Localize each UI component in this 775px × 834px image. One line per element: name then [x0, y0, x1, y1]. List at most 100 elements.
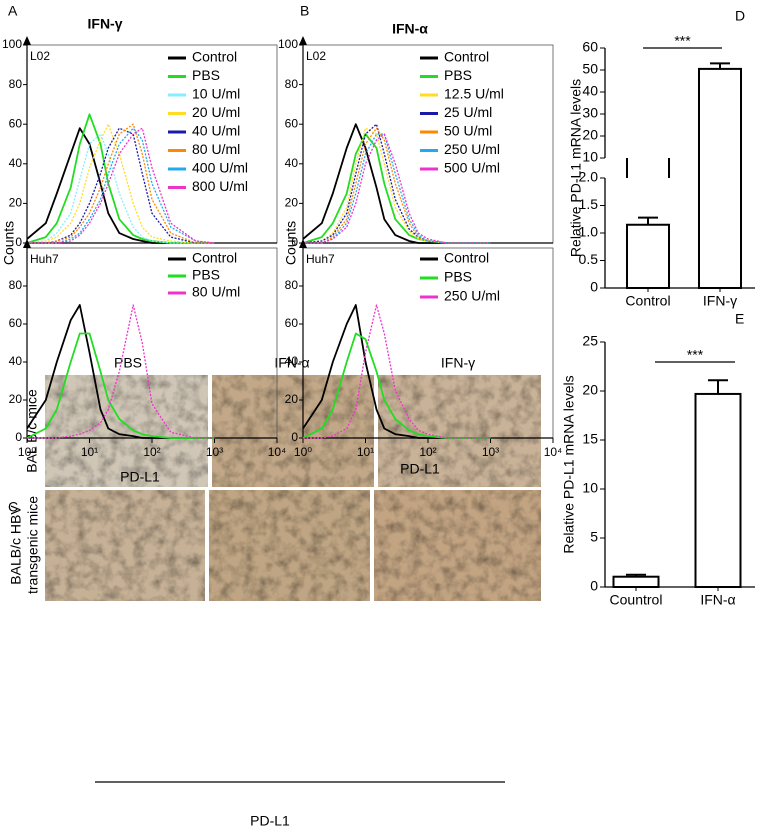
y-tick-label: 60: [9, 316, 23, 330]
column-title: PBS: [114, 355, 142, 371]
chart-title: IFN-γ: [88, 16, 123, 32]
micrograph: [378, 375, 541, 487]
legend-label: 250 U/ml: [444, 288, 500, 304]
legend-label: PBS: [192, 67, 220, 83]
x-tick-label: 10³: [482, 445, 499, 459]
y-tick-label: 0: [590, 578, 598, 594]
histogram-curve: [302, 127, 491, 244]
y-tick-label: 20: [582, 382, 598, 398]
histogram-curve: [26, 332, 215, 439]
y-axis-label: Counts: [1, 221, 17, 265]
legend-label: 50 U/ml: [444, 123, 492, 139]
x-tick-label: IFN-γ: [703, 293, 737, 309]
panel-label: C: [8, 499, 18, 515]
significance-label: ***: [674, 33, 691, 49]
histology-panel: PBS IFN-α IFN-γ BAL B/c mice BALB/c HBV …: [8, 355, 541, 829]
legend-label: PBS: [444, 67, 472, 83]
x-axis-label: PD-L1: [120, 469, 160, 485]
legend-label: 800 U/ml: [192, 178, 248, 194]
histogram-curve: [27, 127, 215, 244]
legend-label: 80 U/ml: [192, 141, 240, 157]
histogram-curve: [27, 304, 215, 439]
x-tick-label: Countrol: [610, 592, 663, 608]
histogram-curve: [27, 123, 215, 244]
histogram-curve: [26, 113, 215, 244]
bar: [612, 575, 660, 589]
x-tick-label: 10⁰: [18, 445, 36, 459]
legend-label: PBS: [192, 267, 220, 283]
axis-arrow: [23, 239, 31, 248]
y-tick-label: 2.0: [579, 169, 599, 185]
y-tick-label: 40: [9, 354, 23, 368]
sample-label: L02: [306, 49, 326, 63]
y-tick-label: 80: [285, 77, 299, 91]
legend-label: 500 U/ml: [444, 160, 500, 176]
column-title: IFN-α: [274, 355, 309, 371]
y-tick-label: 100: [278, 37, 298, 51]
axis-break: [599, 159, 775, 177]
y-tick-label: 0: [590, 279, 598, 295]
x-tick-label: 10³: [206, 445, 223, 459]
y-tick-label: 25: [582, 333, 598, 349]
x-axis-label: PD-L1: [250, 813, 290, 829]
y-tick-label: 0: [291, 430, 298, 444]
y-tick-label: 10: [582, 149, 598, 165]
legend-label: 10 U/ml: [192, 86, 240, 102]
histogram-curve: [26, 133, 215, 244]
y-tick-label: 0: [15, 430, 22, 444]
y-tick-label: 5: [590, 529, 598, 545]
column-title: IFN-γ: [441, 355, 475, 371]
legend-label: 400 U/ml: [192, 160, 248, 176]
y-tick-label: 40: [9, 156, 23, 170]
x-tick-label: 10¹: [357, 445, 374, 459]
chart-title: IFN-α: [392, 21, 428, 37]
y-tick-label: 60: [582, 39, 598, 55]
y-axis-label: Counts: [283, 221, 299, 265]
error-bar: [638, 216, 658, 225]
y-tick-label: 10: [582, 480, 598, 496]
row-label: BAL B/c mice: [24, 389, 40, 473]
error-bar: [708, 379, 728, 394]
sample-label: Huh7: [306, 252, 335, 266]
y-tick-label: 0.5: [579, 251, 599, 267]
histogram-curve: [303, 133, 491, 244]
micrograph: [45, 490, 205, 601]
micrograph: [209, 490, 370, 601]
x-tick-label: 10⁴: [268, 445, 287, 459]
legend-label: 25 U/ml: [444, 104, 492, 120]
x-tick-label: 10⁴: [544, 445, 563, 459]
error-bar: [626, 573, 646, 577]
y-tick-label: 100: [2, 37, 22, 51]
y-tick-label: 60: [9, 116, 23, 130]
axis-arrow: [23, 36, 31, 45]
y-tick-label: 60: [285, 316, 299, 330]
legend-label: PBS: [444, 269, 472, 285]
legend-label: Control: [192, 49, 237, 65]
plot-frame: [302, 44, 554, 244]
y-tick-label: 20: [285, 196, 299, 210]
x-tick-label: 10²: [143, 445, 160, 459]
histogram-curve: [303, 304, 491, 439]
y-tick-label: 0: [291, 235, 298, 249]
micrograph: [212, 375, 374, 487]
row-label: transgenic mice: [25, 496, 41, 594]
x-tick-label: 10²: [419, 445, 436, 459]
legend-label: 12.5 U/ml: [444, 86, 504, 102]
histogram-curve: [27, 127, 215, 244]
bar: [698, 67, 742, 290]
bar: [694, 392, 742, 588]
micrograph: [45, 375, 208, 487]
panel-label: B: [300, 3, 309, 19]
y-tick-label: 40: [285, 156, 299, 170]
error-bar: [710, 62, 730, 69]
bar: [626, 223, 670, 289]
legend-label: 80 U/ml: [192, 284, 240, 300]
y-tick-label: 80: [9, 278, 23, 292]
y-axis-label: Relative PD-L1 mRNA levels: [568, 79, 584, 257]
legend-label: Control: [444, 250, 489, 266]
micrograph: [374, 490, 541, 601]
y-tick-label: 30: [582, 105, 598, 121]
histogram-curve: [26, 123, 215, 244]
panel-label: D: [735, 8, 745, 24]
